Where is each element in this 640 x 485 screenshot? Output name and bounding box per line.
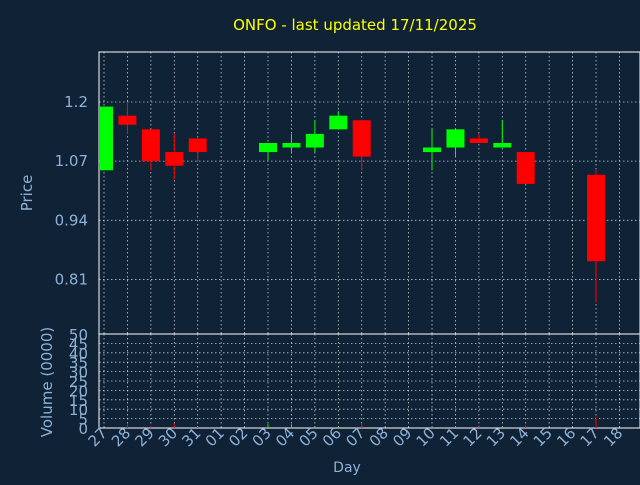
volume-y-tick-label: 25 (69, 373, 88, 391)
candle-30 (165, 133, 184, 180)
candle-03 (259, 142, 278, 162)
volume-y-tick-label: 50 (69, 326, 88, 344)
candle-04 (282, 133, 301, 153)
candle-body (118, 115, 137, 125)
candle-17 (587, 170, 606, 303)
candle-11 (446, 129, 465, 157)
candle-body (165, 152, 184, 166)
candle-06 (329, 111, 348, 130)
candle-27 (100, 106, 113, 171)
price-y-tick-label: 0.94 (55, 211, 88, 229)
candle-13 (493, 120, 512, 148)
volume-y-tick-label: 10 (69, 401, 88, 419)
candle-body (282, 142, 301, 148)
volume-y-tick-label: 40 (69, 345, 88, 363)
candle-body (100, 106, 113, 171)
candle-body (493, 142, 512, 148)
candle-body (446, 129, 465, 148)
candle-body (469, 138, 488, 143)
volume-y-tick-label: 15 (69, 392, 88, 410)
candle-body (141, 129, 160, 162)
candle-29 (141, 129, 160, 171)
candle-12 (469, 133, 488, 143)
price-y-tick-label: 1.07 (55, 152, 88, 170)
price-y-ticks: 1.2 1.07 0.94 0.81 (55, 93, 88, 288)
candle-31 (188, 138, 207, 162)
candle-14 (516, 152, 535, 184)
price-y-tick-label: 1.2 (64, 93, 88, 111)
price-grid (99, 52, 640, 334)
candle-body (587, 174, 606, 262)
x-axis-label: Day (333, 460, 361, 476)
candle-07 (352, 120, 371, 171)
candle-28 (118, 102, 137, 134)
price-axis-label: Price (18, 175, 36, 212)
candle-05 (305, 120, 324, 153)
candle-body (188, 138, 207, 153)
chart-title: ONFO - last updated 17/11/2025 (233, 16, 477, 34)
candle-body (259, 142, 278, 153)
candle-body (423, 147, 442, 153)
candle-body (516, 152, 535, 184)
volume-y-tick-label: 35 (69, 354, 88, 372)
candles (100, 102, 606, 303)
volume-y-tick-label: 45 (69, 335, 88, 353)
candle-10 (423, 129, 442, 171)
candle-body (305, 133, 324, 148)
price-y-tick-label: 0.81 (55, 270, 88, 288)
x-tick-labels: 2728293031010203040506070809101112131415… (85, 424, 627, 450)
candle-body (329, 115, 348, 130)
volume-y-tick-label: 0 (78, 420, 88, 438)
volume-y-tick-label: 20 (69, 382, 88, 400)
volume-y-tick-label: 30 (69, 364, 88, 382)
candle-body (352, 120, 371, 157)
volume-bars (126, 416, 597, 428)
volume-axis-label: Volume (0000) (38, 327, 56, 437)
volume-y-tick-label: 5 (78, 411, 88, 429)
price-panel: 1.2 1.07 0.94 0.81 (55, 51, 640, 335)
